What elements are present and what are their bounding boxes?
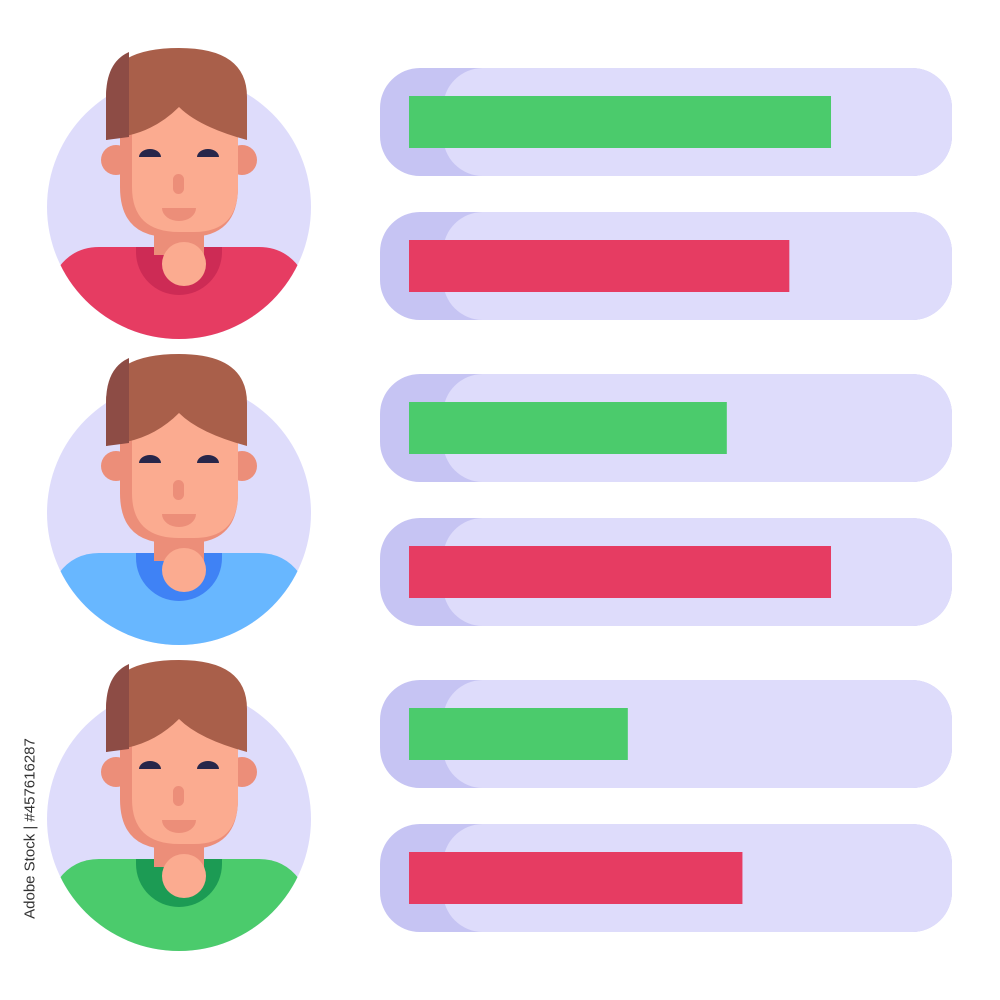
left-eye: [139, 761, 161, 769]
neck-front: [162, 242, 206, 286]
hair: [106, 660, 247, 752]
nose: [173, 174, 184, 194]
positive-bar-fill: [409, 96, 832, 148]
avatar: [47, 48, 311, 339]
right-eye: [197, 455, 219, 463]
face: [132, 709, 238, 844]
bar-track-highlight: [443, 680, 952, 788]
bar-row: [380, 680, 952, 788]
left-eye: [139, 455, 161, 463]
nose: [173, 786, 184, 806]
hair-shadow: [106, 664, 129, 752]
nose: [173, 480, 184, 500]
positive-bar-fill: [409, 402, 727, 454]
neck-front: [162, 548, 206, 592]
hair: [106, 354, 247, 446]
hair: [106, 48, 247, 140]
negative-bar-fill: [409, 852, 743, 904]
mouth: [162, 208, 196, 221]
bar-row: [380, 824, 952, 932]
bar-row: [380, 68, 952, 176]
bar-row: [380, 374, 952, 482]
hair-shadow: [106, 358, 129, 446]
mouth: [162, 820, 196, 833]
right-eye: [197, 761, 219, 769]
right-eye: [197, 149, 219, 157]
neck-front: [162, 854, 206, 898]
negative-bar-fill: [409, 546, 832, 598]
negative-bar-fill: [409, 240, 790, 292]
avatar: [47, 354, 311, 645]
avatar: [47, 660, 311, 951]
bar-row: [380, 212, 952, 320]
positive-bar-fill: [409, 708, 628, 760]
hair-shadow: [106, 52, 129, 140]
face: [132, 97, 238, 232]
mouth: [162, 514, 196, 527]
face: [132, 403, 238, 538]
left-eye: [139, 149, 161, 157]
bar-row: [380, 518, 952, 626]
watermark-id: Adobe Stock | #457616287: [21, 738, 39, 919]
